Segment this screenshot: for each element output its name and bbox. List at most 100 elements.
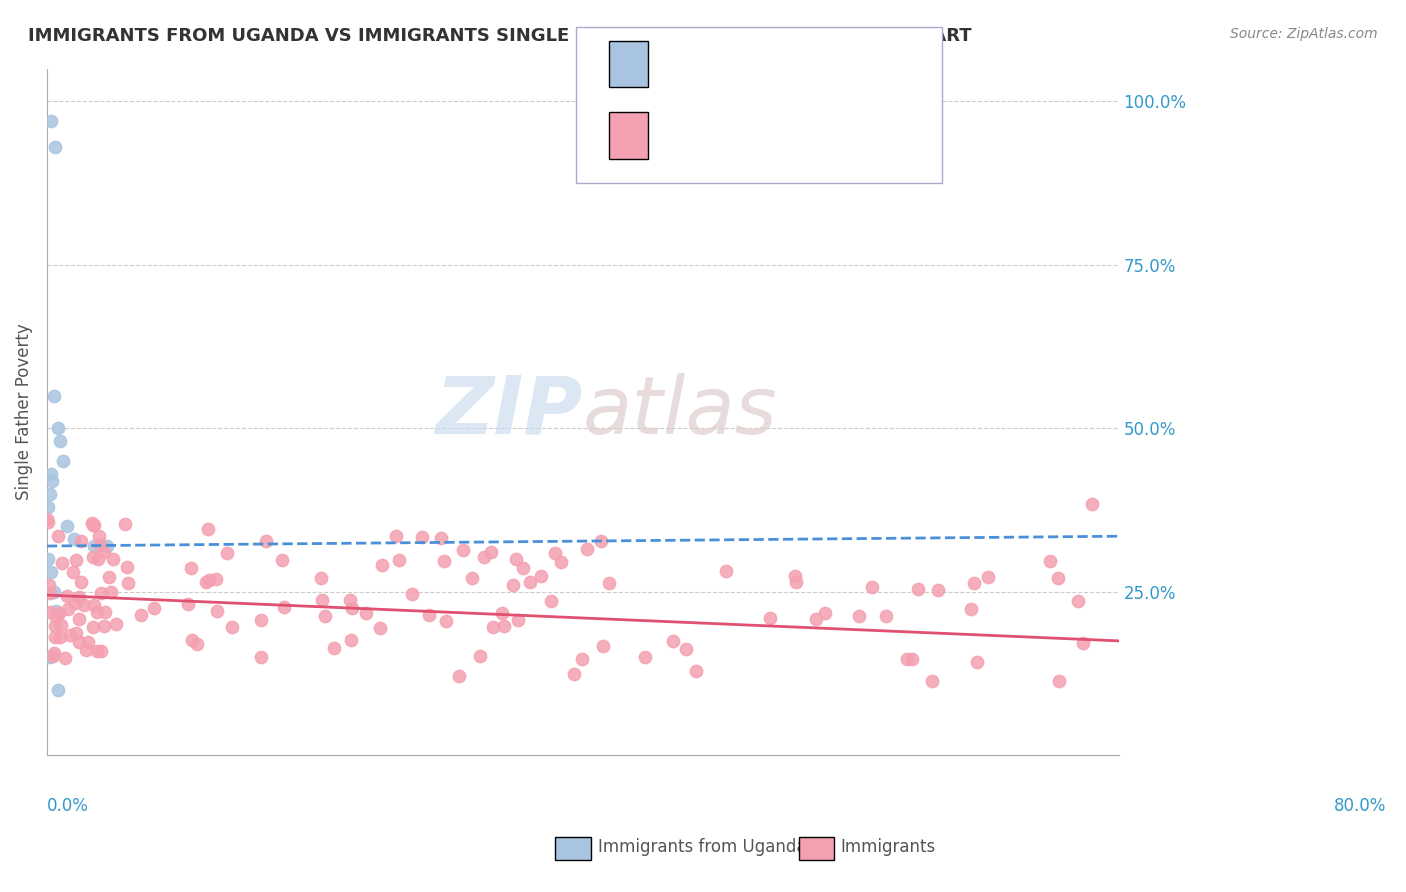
Point [46,682,69,697]
Point [45,604,67,618]
Point [51,556,73,570]
Point [143,601,166,615]
Point [75,643,97,657]
Point [49,434,72,449]
Point [339,593,361,607]
Point [1081,496,1104,510]
Point [39,605,62,619]
Point [83,518,105,533]
Point [977,570,1000,584]
Point [37,512,59,526]
Point [186,637,208,651]
Point [44,140,66,154]
Point [101,552,124,566]
Point [38,650,60,665]
Text: Immigrants: Immigrants [841,838,936,856]
Point [309,571,332,585]
Point [685,664,707,678]
Point [83,539,105,553]
Point [39,585,62,599]
Point [544,545,567,559]
Point [38,577,60,591]
Point [418,608,440,623]
Point [94,605,117,619]
Text: 80.0%: 80.0% [1334,797,1386,814]
Point [42,649,65,664]
Point [37,552,59,566]
Point [52,454,75,468]
Point [385,529,408,543]
Point [44,619,66,633]
Point [592,639,614,653]
Point [90,644,112,658]
Point [197,522,219,536]
Point [759,611,782,625]
Text: Immigrants from Uganda: Immigrants from Uganda [598,838,806,856]
Point [598,576,620,591]
Point [82,550,104,565]
Point [49,618,72,632]
Point [37,500,59,514]
Point [921,673,943,688]
Point [217,546,239,560]
Point [519,574,541,589]
Point [117,576,139,591]
Point [966,656,988,670]
Text: IMMIGRANTS FROM UGANDA VS IMMIGRANTS SINGLE FATHER POVERTY CORRELATION CHART: IMMIGRANTS FROM UGANDA VS IMMIGRANTS SIN… [28,27,972,45]
Text: ZIP: ZIP [436,373,582,451]
Text: R = -0.359   N = 142: R = -0.359 N = 142 [659,123,877,141]
Point [479,545,502,559]
Point [83,598,105,612]
Point [591,534,613,549]
Point [48,607,70,621]
Point [82,516,104,530]
Point [62,533,84,547]
Point [675,642,697,657]
Point [89,537,111,551]
Point [254,533,277,548]
Point [86,605,108,619]
Point [662,634,685,648]
Point [46,421,69,435]
Point [356,606,378,620]
Point [901,651,924,665]
Point [340,601,363,615]
Point [433,554,456,568]
Point [205,604,228,618]
Point [491,606,513,620]
Point [562,667,585,681]
Point [429,531,451,545]
Point [512,561,534,575]
Point [270,553,292,567]
Point [323,640,346,655]
Point [575,541,598,556]
Point [221,620,243,634]
Point [451,542,474,557]
Point [48,631,70,645]
Point [273,599,295,614]
Point [44,609,66,624]
Point [963,575,986,590]
Point [67,612,90,626]
Point [105,616,128,631]
Point [42,388,65,402]
Point [314,609,336,624]
Point [56,519,79,533]
Point [181,632,204,647]
Point [180,561,202,575]
Point [82,518,104,533]
Text: R =  0.003   N =  32: R = 0.003 N = 32 [659,49,877,67]
Point [785,575,807,590]
Point [927,582,949,597]
Point [48,529,70,543]
Point [73,599,96,613]
Point [114,516,136,531]
Point [70,574,93,589]
Point [37,515,59,529]
Point [96,539,118,553]
Point [70,534,93,549]
Point [77,634,100,648]
Point [530,569,553,583]
Point [634,650,657,665]
Point [371,558,394,572]
